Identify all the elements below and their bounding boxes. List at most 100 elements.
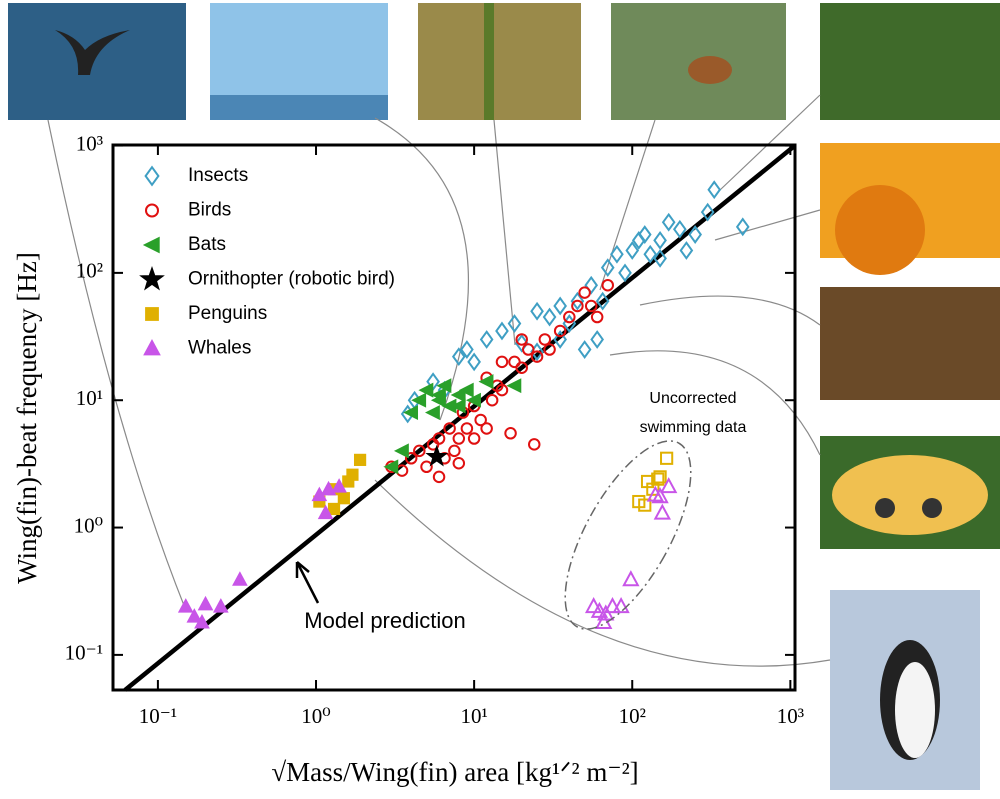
connector xyxy=(609,350,821,456)
point xyxy=(538,333,552,346)
moth-eye xyxy=(922,498,942,518)
point xyxy=(194,613,210,629)
point xyxy=(632,494,646,509)
point xyxy=(186,608,203,623)
point xyxy=(660,451,674,465)
point xyxy=(578,286,591,299)
point xyxy=(515,361,528,374)
point xyxy=(448,444,461,458)
point xyxy=(612,597,630,614)
legend-marker xyxy=(139,265,165,291)
swimming-ellipse xyxy=(564,440,692,630)
point xyxy=(331,478,347,493)
connector xyxy=(639,295,821,326)
point xyxy=(418,382,434,398)
point xyxy=(553,330,567,349)
y-tick-label: 10⁰ xyxy=(74,513,103,537)
point xyxy=(508,355,521,369)
point xyxy=(474,413,487,427)
legend-label: Penguins xyxy=(188,303,267,324)
point xyxy=(425,444,449,467)
point xyxy=(584,299,598,313)
legend-label: Insects xyxy=(188,165,248,186)
legend-label: Ornithopter (robotic bird) xyxy=(188,269,395,290)
point xyxy=(327,502,341,516)
point xyxy=(601,278,614,292)
point xyxy=(700,202,715,222)
point xyxy=(506,378,522,394)
point xyxy=(450,398,466,414)
point xyxy=(622,570,640,587)
point xyxy=(430,387,446,403)
point xyxy=(403,405,419,421)
point xyxy=(643,244,658,264)
point xyxy=(504,427,517,440)
moth-eye xyxy=(875,498,895,518)
point xyxy=(432,470,446,484)
point xyxy=(460,340,474,359)
penguin-belly xyxy=(895,662,935,758)
point xyxy=(393,443,409,459)
point xyxy=(688,225,702,244)
point xyxy=(177,598,194,613)
point xyxy=(530,301,544,321)
point xyxy=(452,456,466,470)
x-tick-label: 10⁻¹ xyxy=(139,704,177,728)
point xyxy=(661,212,676,232)
point xyxy=(653,248,667,268)
whale-tail xyxy=(55,30,130,75)
annotation: swimming data xyxy=(640,419,747,436)
x-tick-label: 10³ xyxy=(777,704,804,728)
point xyxy=(337,492,350,505)
point xyxy=(651,472,665,486)
point xyxy=(570,291,585,311)
point xyxy=(467,432,481,445)
plot xyxy=(123,143,797,692)
point xyxy=(515,333,528,346)
point xyxy=(610,244,624,264)
hummingbird-body xyxy=(688,56,732,84)
point xyxy=(424,405,440,421)
photo-whale xyxy=(8,3,186,120)
point xyxy=(507,314,522,333)
point xyxy=(432,432,446,445)
point xyxy=(600,258,615,278)
point xyxy=(480,422,493,435)
connector xyxy=(47,119,186,609)
point xyxy=(232,571,248,586)
point xyxy=(467,352,481,372)
point xyxy=(413,444,426,458)
plot-frame xyxy=(111,143,797,692)
point xyxy=(679,241,694,260)
annotation: Model prediction xyxy=(304,608,465,633)
flower-center xyxy=(835,185,925,275)
point xyxy=(404,452,418,465)
point xyxy=(495,355,509,369)
point xyxy=(673,219,687,239)
point xyxy=(584,597,603,614)
point xyxy=(653,503,672,520)
point xyxy=(458,382,474,398)
point xyxy=(530,350,544,363)
point xyxy=(577,340,592,359)
point xyxy=(197,595,214,611)
legend-label: Whales xyxy=(188,338,251,359)
point xyxy=(527,438,541,451)
point xyxy=(317,504,334,520)
legend-marker xyxy=(145,307,159,321)
legend-label: Birds xyxy=(188,200,231,221)
connector xyxy=(714,209,821,241)
x-axis-label: √Mass/Wing(fin) area [kg¹ᐟ² m⁻²] xyxy=(271,757,638,787)
legend-label: Bats xyxy=(188,234,226,255)
point xyxy=(411,392,427,408)
x-tick-label: 10⁰ xyxy=(301,704,330,728)
point xyxy=(653,470,667,484)
legend-marker xyxy=(145,203,159,218)
point xyxy=(514,333,529,353)
photo-stem xyxy=(484,3,494,120)
point xyxy=(707,180,722,200)
point xyxy=(660,477,678,494)
photo-dragonfly xyxy=(418,3,581,120)
y-tick-label: 10² xyxy=(76,259,103,283)
